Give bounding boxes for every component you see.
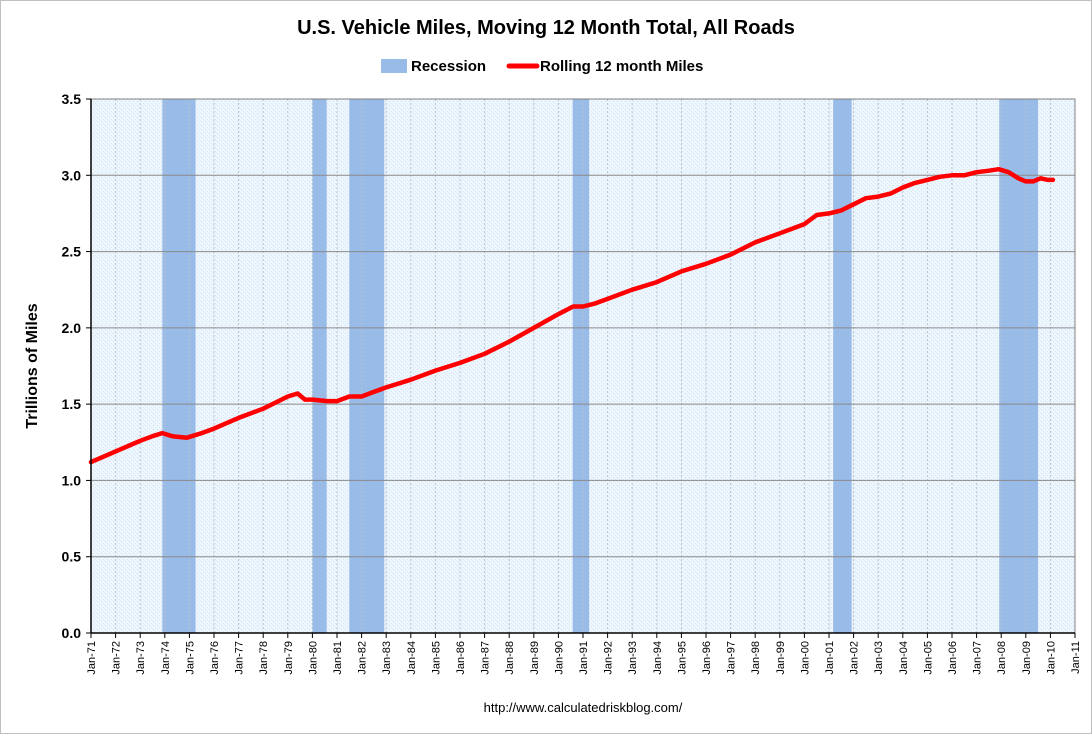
source-url: http://www.calculatedriskblog.com/ (484, 700, 683, 715)
x-tick-label: Jan-88 (504, 641, 516, 675)
x-tick-label: Jan-02 (849, 641, 861, 675)
y-tick-label: 2.5 (62, 244, 82, 260)
x-tick-label: Jan-92 (603, 641, 615, 675)
x-tick-label: Jan-90 (553, 641, 565, 675)
legend: Recession Rolling 12 month Miles (381, 58, 703, 75)
x-tick-label: Jan-91 (578, 641, 590, 675)
y-tick-label: 1.5 (62, 396, 82, 412)
y-tick-label: 3.0 (62, 167, 82, 183)
x-tick-label: Jan-78 (258, 641, 270, 675)
recession-band-4 (572, 99, 590, 633)
y-tick-label: 0.5 (62, 549, 82, 565)
x-tick-label: Jan-06 (947, 641, 959, 675)
recession-band-6 (999, 99, 1039, 633)
x-tick-label: Jan-11 (1070, 641, 1082, 674)
x-tick-label: Jan-94 (652, 641, 664, 675)
recession-band-3 (349, 99, 385, 633)
x-tick-label: Jan-86 (455, 641, 467, 675)
y-tick-label: 3.5 (62, 91, 82, 107)
x-tick-labels: Jan-71 Jan-72 Jan-73 Jan-74 Jan-75 Jan-76 Jan-… (86, 641, 1082, 675)
legend-swatch-recession (381, 59, 407, 73)
y-tick-label: 2.0 (62, 320, 82, 336)
x-tick-label: Jan-95 (676, 641, 688, 675)
series-layer (88, 166, 1056, 465)
x-tick-label: Jan-76 (209, 641, 221, 675)
recession-band-2 (312, 99, 327, 633)
x-tick-label: Jan-77 (234, 641, 246, 675)
x-tick-label: Jan-98 (750, 641, 762, 675)
recession-band-5 (833, 99, 852, 633)
x-tick-label: Jan-10 (1045, 641, 1057, 675)
x-tick-label: Jan-07 (972, 641, 984, 675)
x-tick-label: Jan-81 (332, 641, 344, 675)
y-axis-label: Trillions of Miles (24, 303, 41, 428)
x-tick-label: Jan-00 (799, 641, 811, 675)
x-tick-label: Jan-05 (922, 641, 934, 675)
x-tick-label: Jan-85 (430, 641, 442, 675)
x-tick-label: Jan-87 (480, 641, 492, 675)
x-tick-label: Jan-82 (357, 641, 369, 675)
x-tick-label: Jan-08 (996, 641, 1008, 675)
x-tick-label: Jan-79 (283, 641, 295, 675)
x-tick-label: Jan-99 (775, 641, 787, 675)
x-tick-label: Jan-74 (160, 641, 172, 675)
x-tick-label: Jan-73 (135, 641, 147, 675)
series-line-rolling-12-month-miles (88, 166, 1056, 465)
x-tick-label: Jan-89 (529, 641, 541, 675)
x-tick-label: Jan-72 (111, 641, 123, 675)
y-tick-label: 0.0 (62, 625, 82, 641)
y-tick-labels: 0.0 0.5 1.0 1.5 2.0 2.5 3.0 3.5 (62, 91, 82, 641)
x-tick-label: Jan-03 (873, 641, 885, 675)
x-tick-label: Jan-04 (898, 641, 910, 675)
x-tick-label: Jan-96 (701, 641, 713, 675)
x-tick-label: Jan-71 (86, 641, 98, 675)
recession-band-1 (162, 99, 196, 633)
x-tick-label: Jan-93 (627, 641, 639, 675)
legend-label-recession: Recession (411, 58, 486, 75)
x-tick-label: Jan-83 (381, 641, 393, 675)
chart-title: U.S. Vehicle Miles, Moving 12 Month Tota… (297, 17, 795, 39)
x-tick-label: Jan-84 (406, 641, 418, 675)
x-tick-label: Jan-01 (824, 641, 836, 675)
recession-bands (162, 99, 1039, 633)
y-tick-label: 1.0 (62, 472, 82, 488)
x-tick-label: Jan-80 (307, 641, 319, 675)
x-tick-label: Jan-09 (1021, 641, 1033, 675)
x-tick-label: Jan-75 (184, 641, 196, 675)
x-tick-label: Jan-97 (726, 641, 738, 675)
legend-label-miles: Rolling 12 month Miles (540, 58, 703, 75)
axes (86, 98, 1076, 638)
